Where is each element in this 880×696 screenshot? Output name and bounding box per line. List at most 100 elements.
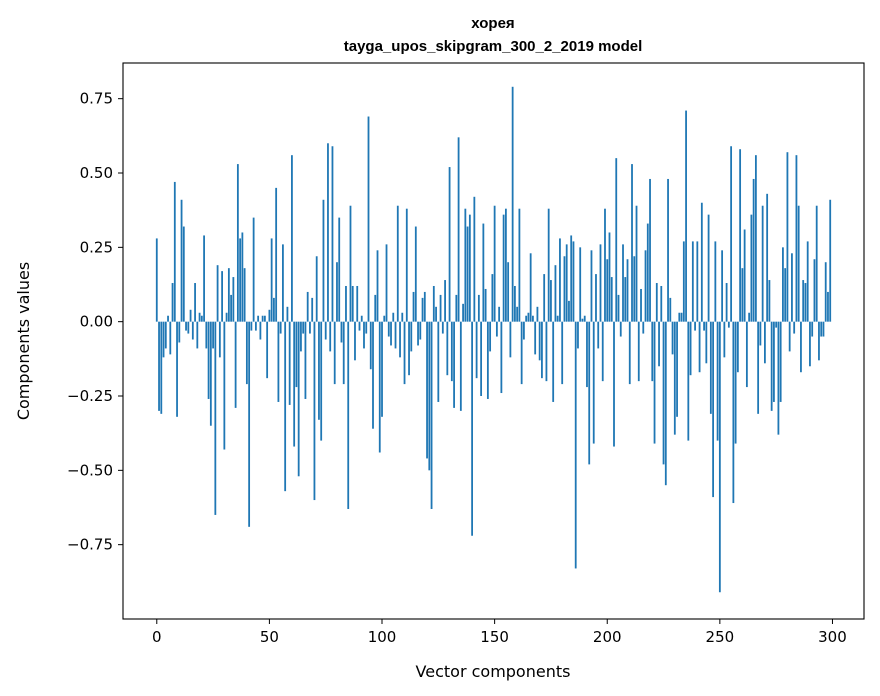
bar — [718, 321, 721, 593]
bar — [252, 217, 255, 322]
bar — [394, 321, 397, 349]
bar — [644, 250, 647, 322]
bar — [610, 277, 613, 322]
bar — [173, 181, 176, 322]
bar — [635, 205, 638, 322]
bar — [613, 321, 615, 447]
y-tick-label: −0.25 — [67, 387, 113, 405]
bar — [550, 280, 552, 322]
bar — [200, 315, 203, 322]
bar — [658, 321, 660, 367]
bar — [419, 321, 422, 340]
bar — [390, 321, 392, 346]
bar — [477, 294, 480, 322]
bar — [158, 321, 160, 411]
plot-frame — [122, 62, 865, 620]
bar — [297, 321, 300, 477]
bar — [595, 274, 597, 322]
bar — [254, 321, 257, 331]
bar — [439, 294, 442, 322]
bar — [385, 244, 388, 322]
bar — [523, 321, 525, 340]
bar — [349, 205, 352, 322]
bar — [367, 116, 370, 322]
bar — [216, 265, 219, 322]
bar — [205, 321, 208, 349]
bar — [354, 321, 356, 361]
bar — [694, 321, 696, 331]
bar — [743, 229, 746, 322]
bar — [245, 321, 248, 385]
bar — [604, 208, 606, 322]
bar — [291, 155, 293, 322]
bar — [633, 256, 636, 322]
bar — [263, 315, 266, 322]
bar — [169, 321, 172, 355]
bar — [725, 283, 728, 322]
bar — [617, 294, 620, 322]
bar — [486, 321, 489, 399]
bar — [741, 268, 744, 322]
bar — [437, 321, 440, 402]
bar — [453, 321, 455, 408]
bar — [466, 226, 469, 322]
bar — [667, 178, 669, 322]
bar — [410, 321, 413, 352]
bar — [480, 321, 483, 396]
bar — [302, 321, 305, 334]
bar — [525, 315, 528, 322]
bar — [340, 321, 343, 343]
bar — [347, 321, 350, 509]
bar — [396, 205, 399, 322]
bar — [820, 321, 823, 337]
bar — [565, 244, 568, 322]
bar — [631, 164, 633, 322]
bar — [660, 285, 663, 322]
bar — [764, 321, 766, 364]
bar — [791, 253, 793, 322]
bar — [680, 312, 683, 322]
bar — [279, 321, 282, 334]
bar — [266, 321, 269, 379]
x-tick-label: 0 — [152, 628, 162, 646]
bar — [164, 321, 167, 349]
y-tick-label: 0.00 — [80, 313, 113, 331]
bar — [493, 205, 496, 322]
bar — [309, 321, 311, 334]
bar — [374, 294, 377, 322]
bar — [257, 315, 260, 322]
bar — [333, 321, 336, 385]
bar — [203, 235, 205, 322]
bar — [502, 214, 505, 322]
bar — [232, 277, 235, 322]
bar — [234, 321, 237, 408]
bar — [322, 199, 325, 322]
bar — [813, 259, 816, 322]
bar — [640, 288, 642, 322]
bar — [236, 164, 239, 322]
bar — [417, 321, 419, 346]
bar — [372, 321, 374, 429]
bar — [736, 321, 739, 373]
bar — [777, 321, 780, 435]
bar — [516, 306, 519, 322]
bar — [766, 193, 769, 322]
bar — [482, 223, 485, 322]
x-tick-label: 200 — [593, 628, 622, 646]
bar — [514, 285, 516, 322]
bar — [730, 146, 733, 322]
bar — [827, 291, 829, 322]
bar — [748, 312, 751, 322]
bar — [507, 262, 510, 322]
bar — [392, 312, 395, 322]
bar — [709, 321, 712, 414]
x-axis-ticks: 0 50 100 150 200 250 300 — [152, 619, 847, 646]
bar — [471, 321, 473, 536]
bar — [414, 226, 417, 322]
bar — [818, 321, 820, 361]
bar — [351, 285, 354, 322]
bar — [381, 321, 383, 417]
bar — [191, 321, 194, 340]
bar — [707, 214, 710, 322]
bar — [559, 238, 561, 322]
